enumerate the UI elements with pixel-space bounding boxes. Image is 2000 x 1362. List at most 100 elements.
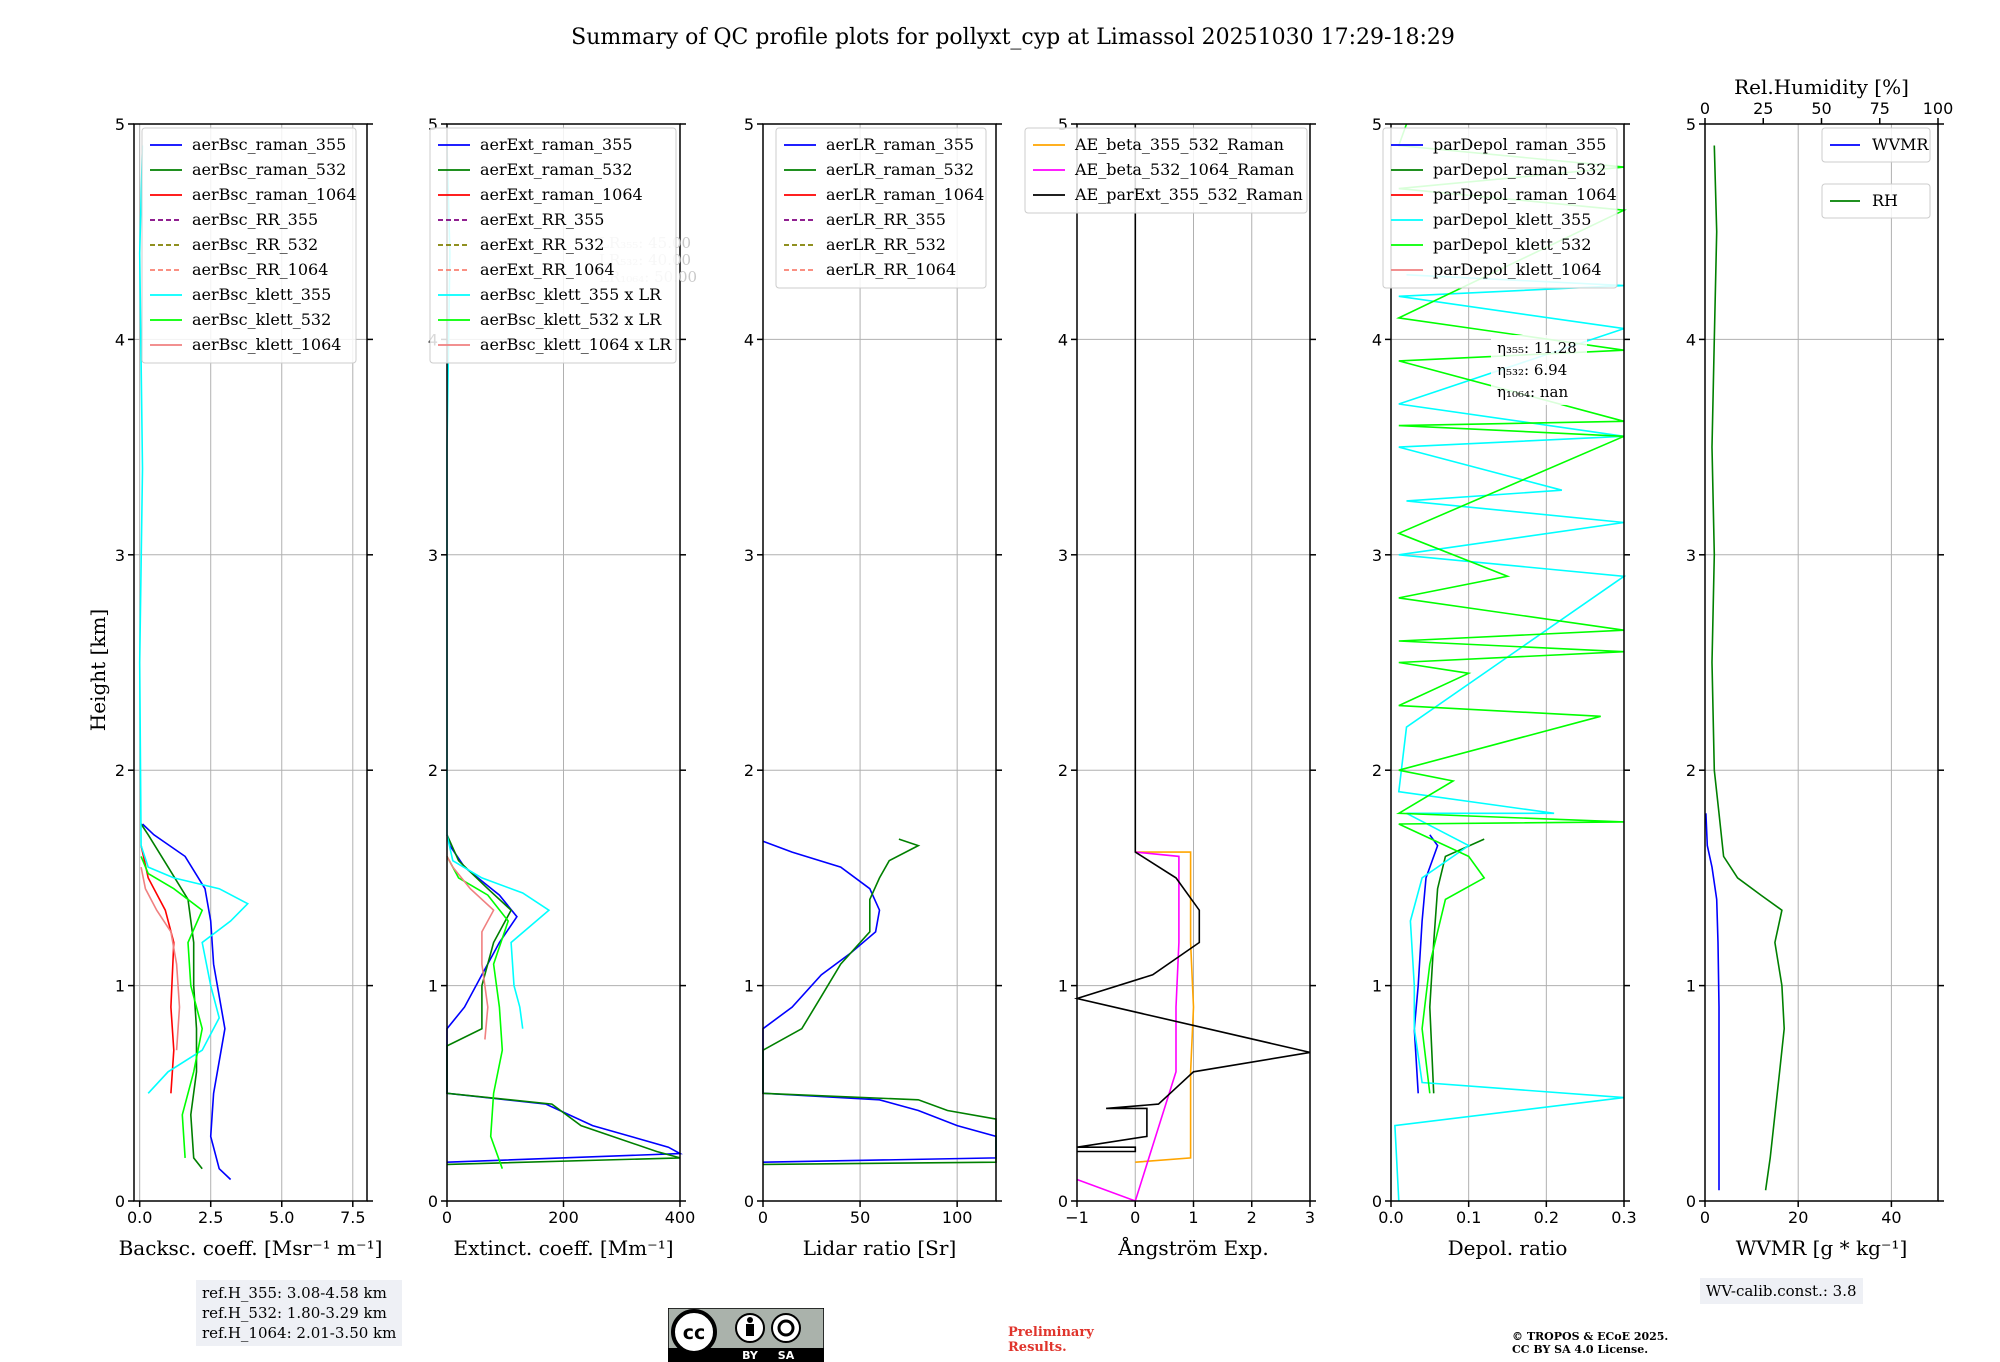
top-x-tick-label: 25 [1753, 99, 1773, 118]
x-tick-label: 0 [758, 1208, 768, 1227]
copyright-line-2: CC BY SA 4.0 License. [1512, 1343, 1649, 1356]
y-tick-label: 4 [1058, 330, 1068, 349]
y-tick-label: 0 [1372, 1192, 1382, 1211]
y-tick-label: 2 [1686, 761, 1696, 780]
legend-box [775, 127, 987, 289]
x-tick-label: −1 [1065, 1208, 1089, 1227]
x-tick-label: 0 [1700, 1208, 1710, 1227]
y-tick-label: 2 [428, 761, 438, 780]
series-line-aerbsc-klett-355 [138, 145, 250, 1094]
legend-box [1382, 127, 1618, 289]
panel-5: 0.0 0.1 0.2 0.3 0 1 2 3 4 5 Depol. ratio η₃₅₅: 11.2… [1372, 115, 1637, 1260]
x-tick-label: 5.0 [269, 1208, 294, 1227]
legend-label: aerExt_raman_532 [480, 160, 633, 179]
axes-frame [1704, 123, 1939, 1202]
cc-icon: cc [671, 1309, 717, 1355]
x-tick-label: 40 [1881, 1208, 1901, 1227]
preliminary-line-2: Results. [1008, 1340, 1067, 1355]
legend-label: aerBsc_klett_532 [192, 310, 331, 329]
panels: 0.0 2.5 5.0 7.5 0 1 2 3 4 5 Backsc. coeff. [Msr⁻¹ … [115, 75, 1953, 1260]
y-tick-label: 0 [1058, 1192, 1068, 1211]
eta-note-box [1491, 335, 1587, 405]
y-tick-label: 1 [744, 977, 754, 996]
legend-label: aerBsc_raman_1064 [192, 185, 357, 204]
legend-label: AE_parExt_355_532_Raman [1074, 185, 1303, 204]
y-tick-label: 3 [115, 546, 125, 565]
eta-note: η₃₅₅: 11.28 [1497, 339, 1577, 357]
legend-label: aerLR_RR_355 [826, 210, 946, 229]
sa-share-icon [771, 1313, 801, 1343]
top-x-tick-label: 0 [1700, 99, 1710, 118]
series-line-pardepol-klett-532 [1396, 123, 1627, 1094]
x-tick-label: 100 [942, 1208, 973, 1227]
x-tick-label: 0.1 [1456, 1208, 1481, 1227]
series-line-aerext-raman-532 [446, 834, 681, 1166]
legend-label: parDepol_raman_355 [1433, 135, 1606, 154]
series-line-wvmr [1705, 813, 1720, 1191]
legend-label: aerLR_RR_1064 [826, 260, 956, 279]
series-group [138, 145, 250, 1181]
by-person-icon [735, 1313, 765, 1343]
series-line-pardepol-klett-355 [1394, 274, 1627, 1202]
y-tick-label: 0 [1686, 1192, 1696, 1211]
y-tick-label: 2 [1372, 761, 1382, 780]
x-tick-label: 0.2 [1534, 1208, 1559, 1227]
y-tick-label: 5 [428, 115, 438, 134]
legend-label: aerExt_RR_532 [480, 235, 604, 254]
y-tick-label: 1 [1686, 977, 1696, 996]
eta-note: η₁₀₆₄: nan [1497, 383, 1568, 401]
y-tick-label: 4 [1686, 330, 1696, 349]
panel-3: 0 50 100 0 1 2 3 4 5 Lidar ratio [Sr] aerLR_raman_… [744, 115, 1002, 1260]
legend-label: aerBsc_RR_1064 [192, 260, 328, 279]
x-tick-label: 0.0 [127, 1208, 152, 1227]
series-line-aerbsc-klett-1064-x-lr [446, 856, 495, 1040]
legend-box [1821, 127, 1931, 163]
legend-box [141, 127, 357, 364]
y-tick-label: 3 [428, 546, 438, 565]
y-tick-label: 2 [744, 761, 754, 780]
series-line-pardepol-raman-532 [1428, 838, 1485, 1094]
y-tick-label: 5 [1372, 115, 1382, 134]
legend-label: AE_beta_355_532_Raman [1074, 135, 1284, 154]
legend-label: RH [1872, 191, 1898, 210]
x-tick-label: 50 [850, 1208, 870, 1227]
legend-box [429, 127, 677, 364]
x-axis-label: Ångström Exp. [1117, 1235, 1268, 1260]
y-tick-label: 5 [744, 115, 754, 134]
series-line-aerbsc-klett-532 [140, 856, 204, 1158]
x-tick-label: 2 [1247, 1208, 1257, 1227]
y-tick-label: 4 [1372, 330, 1382, 349]
top-x-tick-label: 75 [1870, 99, 1890, 118]
series-line-rh [1711, 145, 1786, 1191]
copyright-line-1: © TROPOS & ECoE 2025. [1512, 1330, 1669, 1343]
legend-label: parDepol_klett_355 [1433, 210, 1591, 229]
series-group [762, 838, 997, 1166]
legend-box [1024, 127, 1308, 214]
figure-title: Summary of QC profile plots for pollyxt_… [571, 25, 1455, 50]
y-tick-label: 4 [744, 330, 754, 349]
x-tick-label: 2.5 [198, 1208, 223, 1227]
svg-text:cc: cc [683, 1322, 706, 1344]
legend-label: aerExt_raman_355 [480, 135, 633, 154]
legend-label: WVMR [1872, 135, 1929, 154]
axes-frame [762, 123, 997, 1202]
y-axis-label: Height [km] [86, 609, 110, 731]
legend-label: aerBsc_klett_355 [192, 285, 331, 304]
x-axis-label: Lidar ratio [Sr] [803, 1236, 957, 1260]
cc-by-sa-badge: cc BY SA [668, 1308, 824, 1362]
legend-label: AE_beta_532_1064_Raman [1074, 160, 1294, 179]
legend-label: aerLR_RR_532 [826, 235, 946, 254]
legend-label: aerBsc_raman_355 [192, 135, 346, 154]
cc-by-label: BY [742, 1349, 759, 1362]
x-axis-label: Depol. ratio [1448, 1236, 1568, 1260]
legend-box [1821, 183, 1931, 219]
series-line-aerbsc-klett-1064 [140, 866, 181, 1051]
x-tick-label: 200 [548, 1208, 579, 1227]
legend-label: aerBsc_raman_532 [192, 160, 346, 179]
y-tick-label: 1 [115, 977, 125, 996]
x-tick-label: 7.5 [340, 1208, 365, 1227]
legend-label: parDepol_raman_1064 [1433, 185, 1617, 204]
